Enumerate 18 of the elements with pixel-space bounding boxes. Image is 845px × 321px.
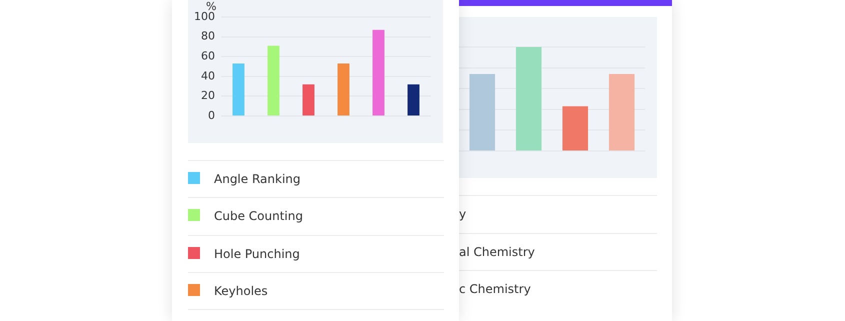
y-tick-label: 20 (200, 89, 215, 102)
y-tick-label: 80 (200, 30, 215, 43)
legend-label: Angle Ranking (214, 172, 301, 186)
legend-label: Cube Counting (214, 209, 303, 224)
y-tick-label: 60 (200, 49, 215, 62)
y-tick-label: 40 (200, 69, 215, 82)
bar (372, 30, 384, 116)
legend-label: Keyholes (214, 284, 268, 298)
text: c Chemistry (459, 282, 531, 296)
bar (408, 84, 420, 116)
text: al Chemistry (459, 244, 535, 258)
legend-label: Hole Punching (214, 246, 300, 261)
y-tick-label: 0 (208, 108, 215, 122)
bar (338, 64, 350, 116)
bar (232, 64, 244, 116)
bar (302, 84, 314, 116)
bar (268, 46, 280, 116)
text: y (459, 207, 466, 221)
